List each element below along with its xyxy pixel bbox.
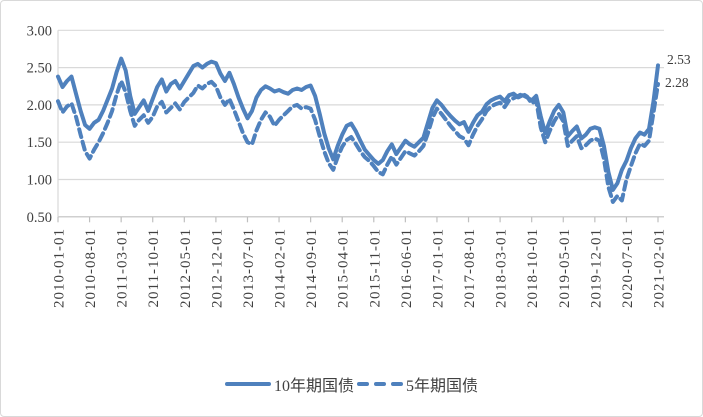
x-axis-tick-label: 2016-06-01	[399, 228, 415, 308]
y-axis-tick-label: 1.50	[27, 135, 52, 151]
x-axis-tick-label: 2017-01-01	[430, 228, 446, 308]
x-axis-tick-label: 2012-05-01	[178, 228, 194, 308]
y-axis-tick-label: 2.50	[27, 61, 52, 77]
y-axis-tick-label: 1.00	[27, 173, 52, 189]
legend-item-5year: 5年期国债	[357, 372, 478, 396]
x-axis-tick-label: 2021-02-01	[652, 228, 668, 308]
x-axis-tick-label: 2010-08-01	[83, 228, 99, 308]
y-axis-tick-label: 2.00	[27, 98, 52, 114]
x-axis-tick-label: 2014-09-01	[304, 228, 320, 308]
dashed-line-swatch-icon	[357, 382, 403, 386]
x-axis-tick-label: 2015-11-01	[367, 228, 383, 307]
x-axis-tick-label: 2018-10-01	[525, 228, 541, 308]
x-axis-tick-label: 2018-03-01	[494, 228, 510, 308]
x-axis-tick-label: 2020-07-01	[620, 228, 636, 308]
y-axis-tick-label: 0.50	[27, 210, 52, 226]
x-axis-tick-label: 2013-07-01	[241, 228, 257, 308]
legend-label-5year: 5年期国债	[406, 378, 479, 395]
x-axis-tick-label: 2019-12-01	[588, 228, 604, 308]
data-label-5y-final: 2.28	[665, 75, 689, 90]
x-axis-tick-label: 2012-12-01	[209, 228, 225, 308]
series-line-5year	[56, 79, 660, 204]
legend-item-10year: 10年期国债	[224, 372, 354, 396]
data-label-10y-final: 2.53	[667, 52, 691, 67]
series-line-10year	[56, 56, 660, 192]
x-axis-tick-label: 2010-01-01	[52, 228, 68, 308]
x-axis-tick-label: 2011-03-01	[115, 228, 131, 307]
solid-line-swatch-icon	[224, 382, 271, 386]
legend-label-10year: 10年期国债	[273, 378, 354, 395]
x-axis-tick-label: 2014-02-01	[273, 228, 289, 308]
x-axis-tick-label: 2017-08-01	[462, 228, 478, 308]
chart-legend: 10年期国债 5年期国债	[1, 372, 702, 396]
x-axis-tick-label: 2019-05-01	[557, 228, 573, 308]
x-axis-tick-label: 2015-04-01	[336, 228, 352, 308]
y-axis-tick-label: 3.00	[27, 23, 52, 39]
x-axis-tick-label: 2011-10-01	[146, 228, 162, 307]
